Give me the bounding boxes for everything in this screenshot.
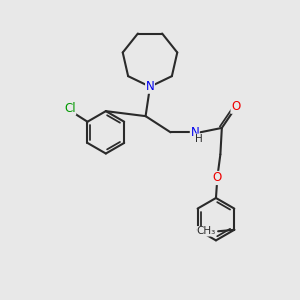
Text: N: N (190, 126, 199, 139)
Text: O: O (213, 172, 222, 184)
Text: H: H (195, 134, 203, 144)
Text: Cl: Cl (64, 102, 76, 115)
Text: CH₃: CH₃ (196, 226, 216, 236)
Text: N: N (146, 80, 154, 93)
Text: O: O (231, 100, 240, 113)
